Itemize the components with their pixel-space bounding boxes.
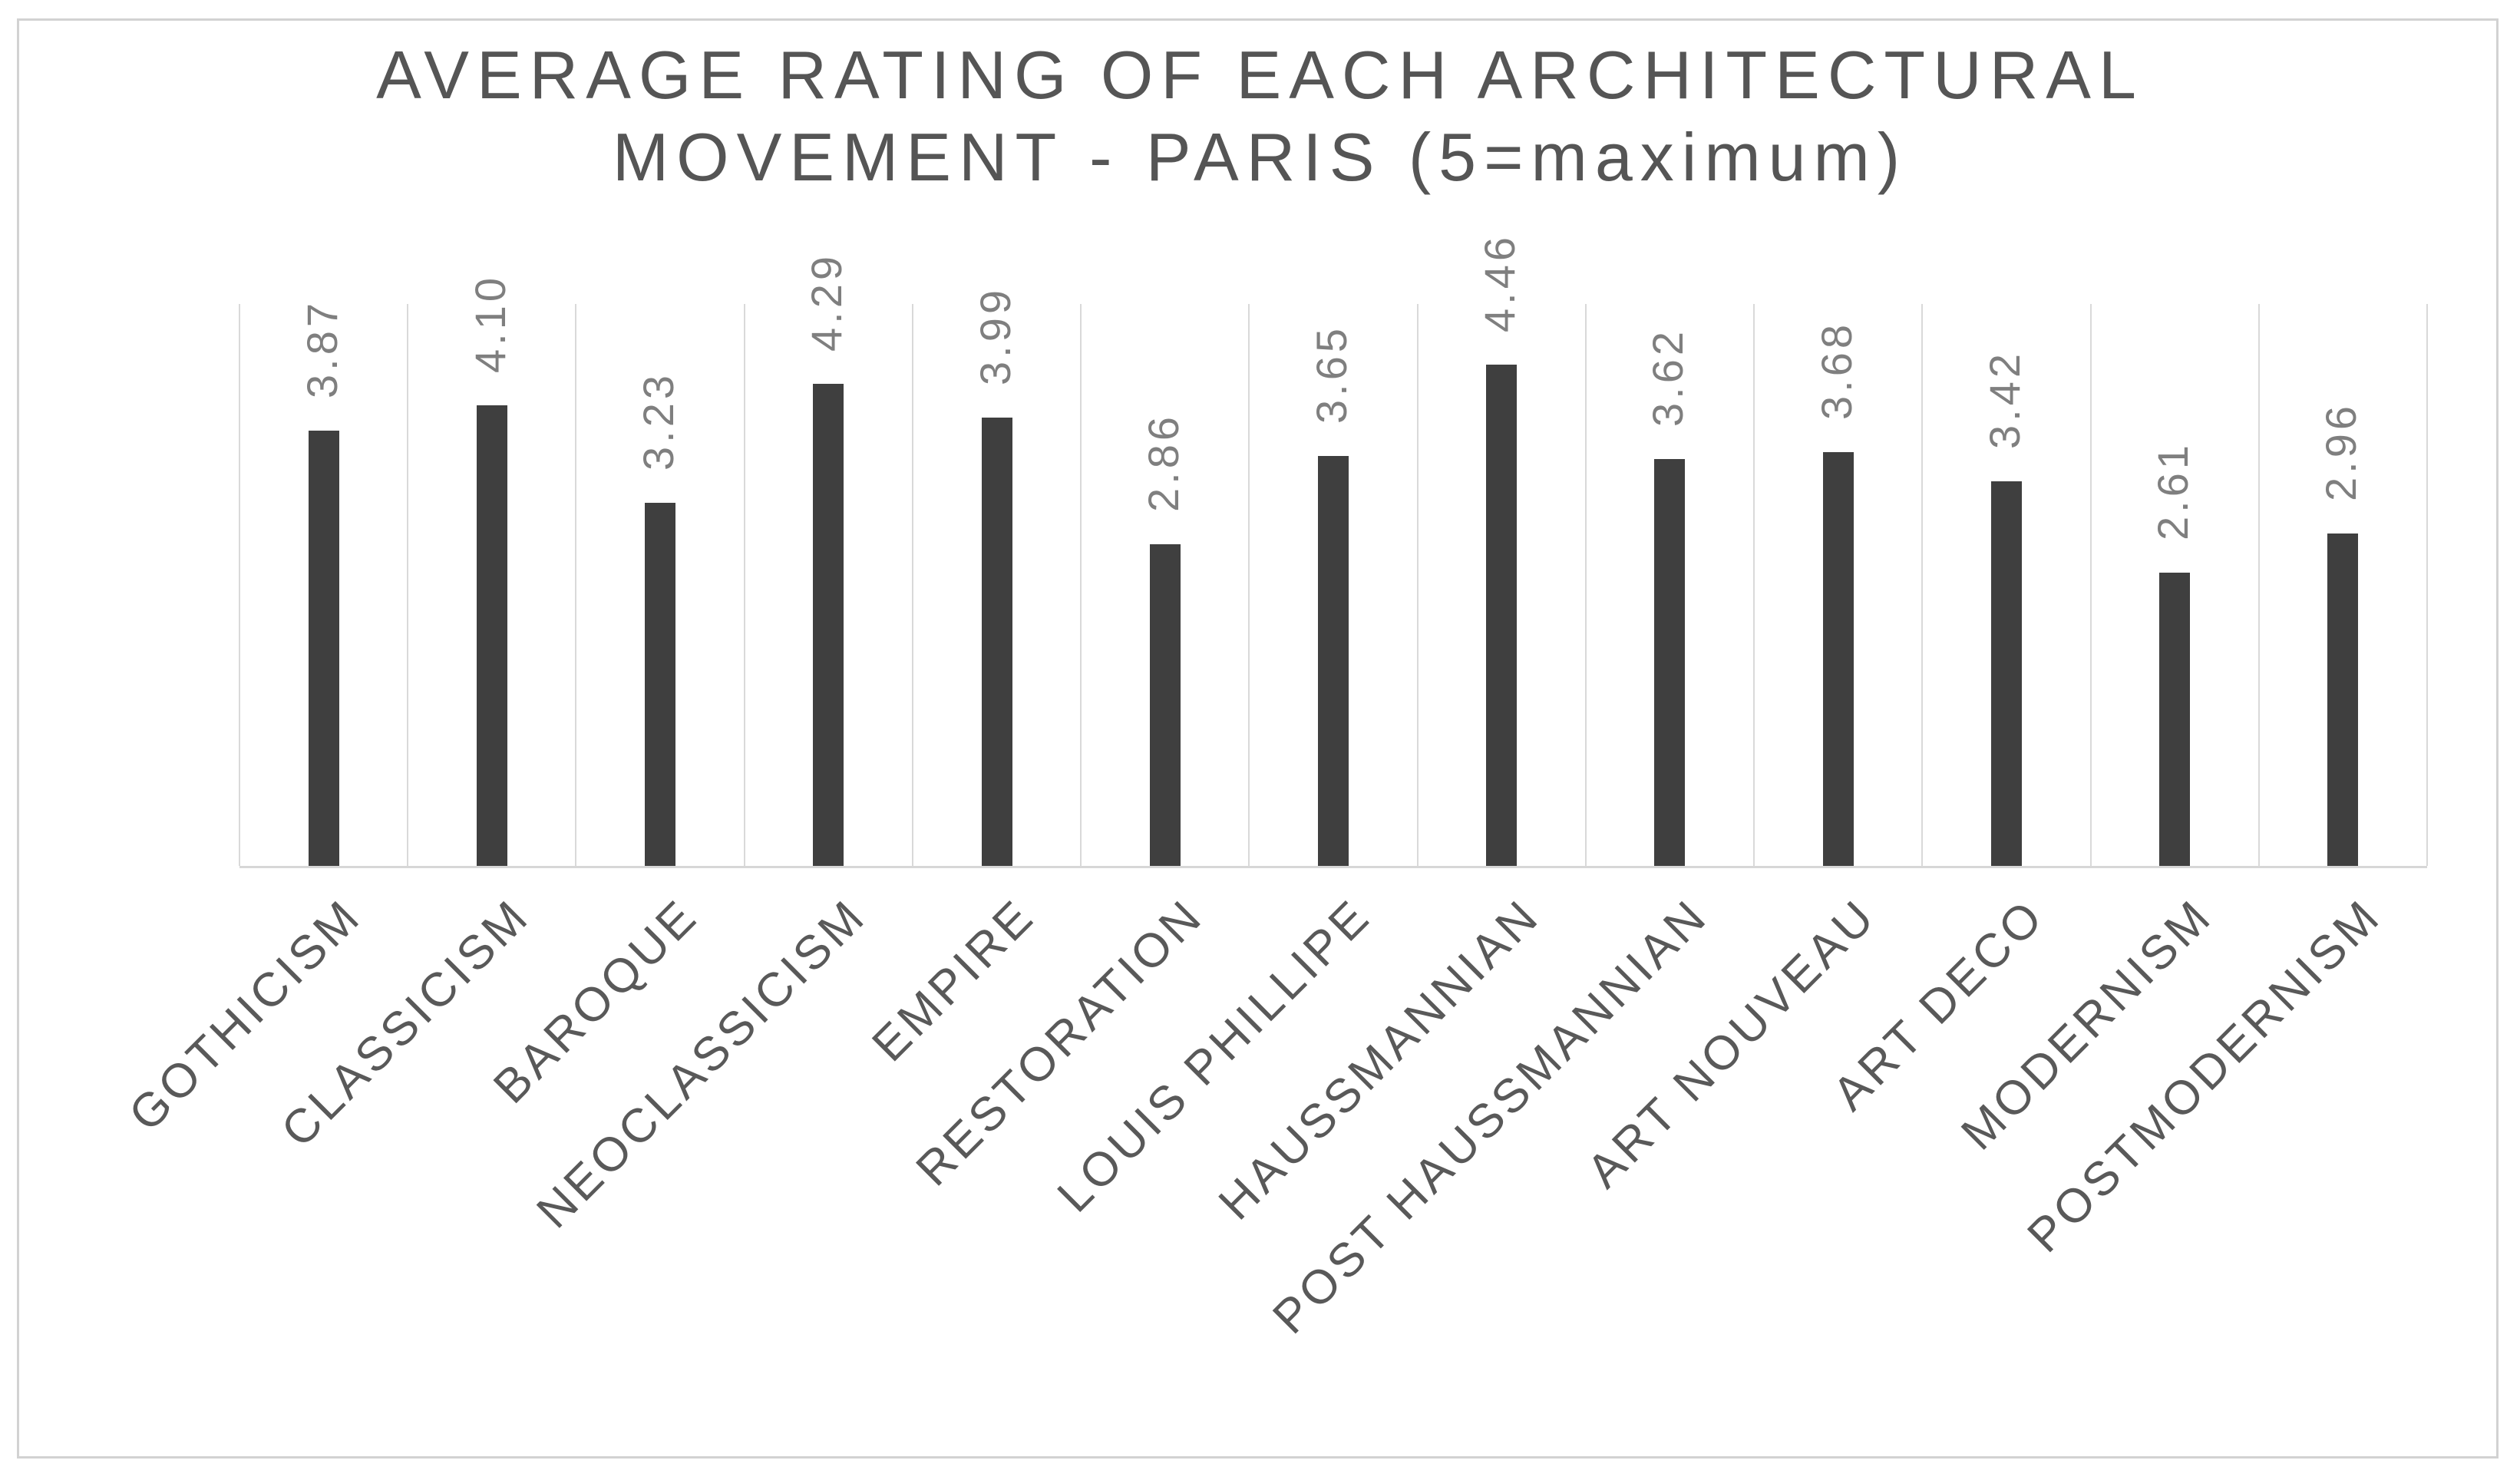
gridline-12 bbox=[2257, 304, 2260, 866]
bar-gothicism bbox=[308, 431, 339, 866]
gridline-9 bbox=[1753, 304, 1755, 866]
value-label-restoration: 2.86 bbox=[1138, 413, 1187, 513]
bar-louis-phillipe bbox=[1318, 455, 1349, 866]
value-label-louis-phillipe: 3.65 bbox=[1307, 324, 1356, 424]
gridline-6 bbox=[1248, 304, 1250, 866]
gridline-0 bbox=[239, 304, 240, 866]
gridline-4 bbox=[911, 304, 913, 866]
bar-empire bbox=[981, 417, 1012, 866]
gridline-11 bbox=[2089, 304, 2092, 866]
bar-post-haussmannian bbox=[1654, 459, 1686, 866]
chart-title-line-2: MOVEMENT - PARIS (5=maximum) bbox=[612, 119, 1908, 196]
bar-neoclassicism bbox=[813, 383, 844, 866]
value-label-haussmannian: 4.46 bbox=[1475, 233, 1524, 333]
value-label-modernism: 2.61 bbox=[2148, 441, 2198, 540]
gridline-1 bbox=[407, 304, 409, 866]
gridline-8 bbox=[1584, 304, 1587, 866]
bar-modernism bbox=[2159, 572, 2191, 866]
bar-baroque bbox=[645, 503, 676, 866]
value-label-art-nouveau: 3.68 bbox=[1812, 321, 1861, 421]
bar-art-deco bbox=[1990, 481, 2022, 866]
gridline-2 bbox=[575, 304, 577, 866]
value-label-empire: 3.99 bbox=[970, 286, 1019, 385]
chart-title-line-1: AVERAGE RATING OF EACH ARCHITECTURAL bbox=[376, 37, 2144, 113]
chart-title: AVERAGE RATING OF EACH ARCHITECTURAL MOVE… bbox=[0, 34, 2520, 199]
bar-postmodernism bbox=[2327, 533, 2359, 866]
bar-art-nouveau bbox=[1822, 452, 1854, 866]
chart-border-frame bbox=[17, 18, 2499, 1459]
gridline-5 bbox=[1080, 304, 1082, 866]
value-label-classicism: 4.10 bbox=[465, 273, 514, 373]
plot-area: 3.87 GOTHICISM 4.10 CLASSICISM 3.23 BAROQUE 4.… bbox=[119, 233, 2428, 1344]
bar-classicism bbox=[476, 405, 507, 866]
value-label-art-deco: 3.42 bbox=[1980, 350, 2029, 450]
gridline-3 bbox=[743, 304, 745, 866]
value-label-baroque: 3.23 bbox=[634, 372, 683, 471]
gridline-10 bbox=[1921, 304, 1924, 866]
gridline-13 bbox=[2426, 304, 2428, 866]
value-label-gothicism: 3.87 bbox=[297, 299, 346, 399]
value-label-postmodernism: 2.96 bbox=[2317, 401, 2366, 501]
value-label-post-haussmannian: 3.62 bbox=[1643, 328, 1693, 428]
bar-restoration bbox=[1149, 544, 1181, 866]
x-axis-line bbox=[239, 866, 2427, 868]
bar-haussmannian bbox=[1486, 365, 1518, 866]
value-label-neoclassicism: 4.29 bbox=[802, 252, 851, 352]
gridline-7 bbox=[1416, 304, 1419, 866]
